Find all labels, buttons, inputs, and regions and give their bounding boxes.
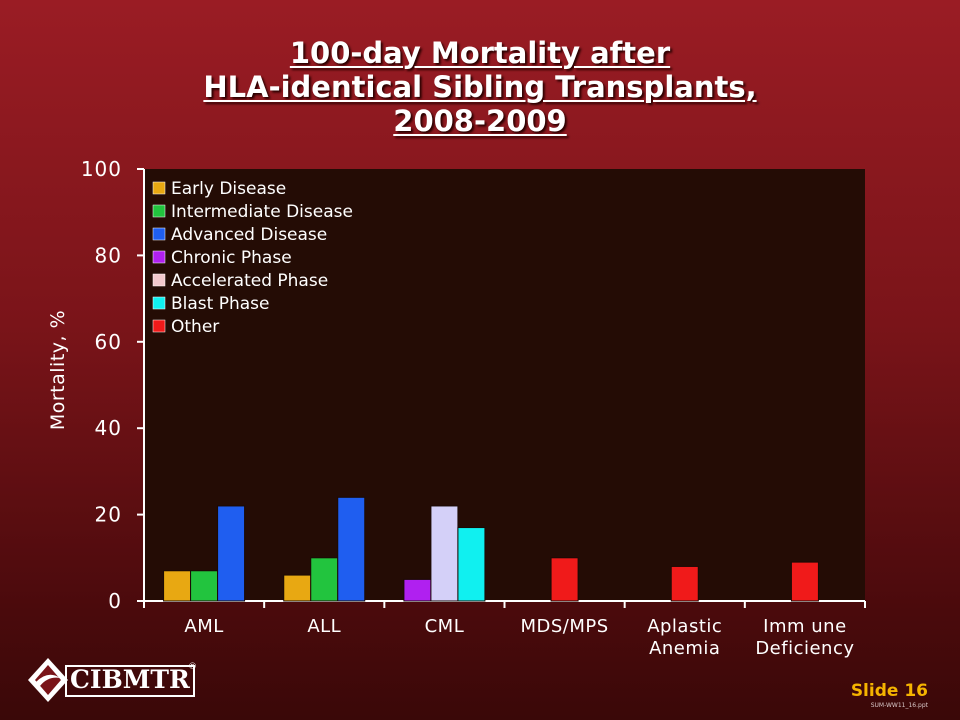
x-tick-label-line: Anemia — [649, 638, 720, 659]
cibmtr-logo-icon — [28, 658, 195, 702]
bar-advanced-disease — [337, 496, 366, 602]
legend-label: Advanced Disease — [171, 225, 327, 245]
x-tick-label-line: Aplastic — [647, 616, 722, 637]
x-tick-label: Imm une Deficiency — [755, 616, 854, 659]
x-tick-label: ALL — [307, 616, 341, 637]
plot-area — [144, 169, 865, 601]
bar-chronic-phase — [403, 578, 432, 602]
legend-swatch — [152, 181, 166, 195]
x-tick-label: Aplastic Anemia — [647, 616, 722, 659]
title-line-2: HLA-identical Sibling Transplants, — [203, 70, 757, 104]
y-tick-label: 100 — [81, 157, 122, 181]
legend-label: Accelerated Phase — [171, 271, 328, 291]
bar-early-disease — [283, 574, 312, 602]
legend-label: Chronic Phase — [171, 248, 292, 268]
legend-label: Other — [171, 317, 219, 337]
title-line-3: 2008-2009 — [393, 104, 567, 138]
legend: Early Disease Intermediate Disease Advance… — [152, 179, 353, 337]
y-axis-label: Mortality, % — [47, 310, 69, 430]
slide-number: Slide 16 — [850, 681, 928, 701]
legend-label: Early Disease — [171, 179, 286, 199]
y-tick-label: 20 — [95, 503, 122, 527]
legend-swatch — [152, 319, 166, 333]
legend-label: Intermediate Disease — [171, 202, 353, 222]
x-tick-label: CML — [425, 616, 465, 637]
legend-swatch — [152, 273, 166, 287]
bar-other — [550, 557, 579, 602]
slide-code: SUM-WW11_16.ppt — [870, 702, 928, 709]
legend-swatch — [152, 204, 166, 218]
legend-swatch — [152, 250, 166, 264]
x-tick-label-line: ALL — [307, 616, 341, 637]
bar-advanced-disease — [217, 505, 246, 602]
bar-blast-phase — [457, 527, 486, 602]
y-tick-label: 60 — [95, 330, 122, 354]
slide-title: 100-day Mortality after HLA-identical Si… — [0, 36, 960, 138]
y-tick-label: 0 — [108, 589, 122, 613]
y-tick-label: 80 — [95, 243, 122, 267]
y-axis: 0 20 40 60 80 100 — [81, 157, 145, 613]
x-tick-label: AML — [184, 616, 223, 637]
x-tick-label-line: Deficiency — [755, 638, 854, 659]
logo-text: CIBMTR — [70, 665, 190, 694]
bar-accelerated-phase — [430, 505, 459, 602]
registered-mark: ® — [188, 662, 197, 672]
legend-swatch — [152, 227, 166, 241]
bar-early-disease — [163, 570, 192, 602]
bar-other — [790, 561, 819, 602]
bar-other — [670, 565, 699, 602]
title-line-1: 100-day Mortality after — [289, 36, 671, 70]
x-tick-label-line: MDS/MPS — [520, 616, 608, 637]
x-axis: AML ALL CML MDS/MPS Aplastic Anemia Imm une Def… — [143, 600, 866, 659]
x-tick-label-line: AML — [184, 616, 223, 637]
x-tick-label-line: CML — [425, 616, 465, 637]
legend-label: Blast Phase — [171, 294, 270, 314]
x-tick-label: MDS/MPS — [520, 616, 608, 637]
y-tick-label: 40 — [95, 416, 122, 440]
legend-swatch — [152, 296, 166, 310]
bars — [163, 496, 819, 602]
x-tick-label-line: Imm une — [763, 616, 847, 637]
bar-intermediate-disease — [310, 557, 339, 602]
bar-intermediate-disease — [190, 570, 219, 602]
